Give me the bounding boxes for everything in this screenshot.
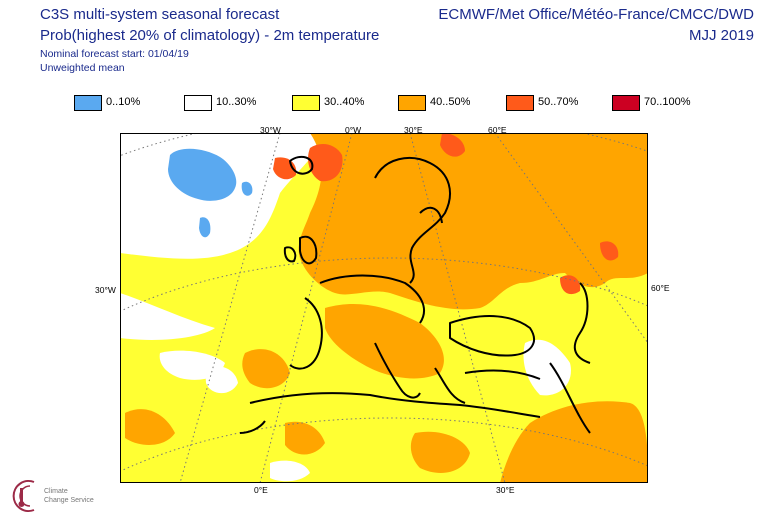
logo-name-line-2: Change Service [44, 497, 94, 504]
graticule [120, 133, 648, 483]
region-dark-orange [600, 241, 619, 261]
region-white [270, 460, 310, 482]
axis-label-bottom-0e: 0°E [254, 485, 268, 495]
region-dark-orange [308, 143, 343, 182]
subtitle-line-2: Unweighted mean [40, 62, 125, 74]
axis-label-top-30e: 30°E [404, 125, 423, 135]
region-orange [500, 401, 648, 483]
legend-label: 50..70% [538, 96, 579, 108]
period-label: MJJ 2019 [688, 27, 754, 44]
region-white [523, 339, 571, 396]
c3s-logo-icon [12, 480, 35, 512]
coastline-levant [549, 362, 591, 434]
graticule-line [120, 133, 648, 157]
coastline-iceland [289, 155, 314, 175]
region-blue [241, 181, 253, 196]
coastline-europe [319, 274, 425, 324]
axis-label-top-0w: 0°W [345, 125, 362, 135]
legend-label: 10..30% [216, 96, 257, 108]
coastline-ireland [283, 246, 297, 263]
coastline-scandinavia [374, 157, 451, 284]
axis-label-top-60e: 60°E [488, 125, 507, 135]
c3s-logo: Climate Change Service [4, 476, 94, 521]
region-blue [168, 148, 237, 201]
legend-swatch [74, 95, 102, 111]
coastline-morocco [239, 420, 266, 434]
forecast-map [120, 133, 648, 483]
graticule-line [494, 133, 648, 344]
legend-label: 0..10% [106, 96, 141, 108]
coastline-baltic [419, 206, 443, 224]
subtitle-line-1: Nominal forecast start: 01/04/19 [40, 48, 189, 60]
coastline-italy [374, 342, 421, 399]
region-orange [298, 133, 648, 310]
graticule-line [409, 133, 506, 483]
map-frame [120, 133, 648, 483]
coastline-greece [434, 367, 466, 404]
region-dark-orange [560, 275, 581, 295]
coastlines [239, 155, 591, 434]
coastline-uk [299, 235, 318, 265]
centres-label: ECMWF/Met Office/Météo-France/CMCC/DWD [438, 6, 754, 23]
axis-label-bottom-30e: 30°E [496, 485, 515, 495]
region-orange [325, 303, 444, 379]
coastline-caspian [573, 282, 591, 364]
legend-swatch [292, 95, 320, 111]
coastline-iberia [289, 297, 323, 370]
region-white [205, 365, 238, 394]
region-orange [242, 349, 290, 389]
legend-swatch [612, 95, 640, 111]
legend-label: 70..100% [644, 96, 691, 108]
legend-label: 40..50% [430, 96, 471, 108]
region-blue [199, 217, 211, 238]
logo-name-line-1: Climate [44, 488, 68, 495]
region-orange [410, 431, 470, 473]
graticule-line [259, 133, 353, 483]
coastline-black-sea [449, 315, 535, 357]
title-line-2: Prob(highest 20% of climatology) - 2m te… [40, 27, 380, 44]
region-orange [285, 421, 325, 455]
legend-swatch [184, 95, 212, 111]
legend-swatch [398, 95, 426, 111]
region-white [120, 293, 215, 340]
region-dark-orange [440, 133, 465, 157]
axis-label-top-30w: 30°W [260, 125, 281, 135]
title-line-1: C3S multi-system seasonal forecast [40, 6, 280, 23]
coastline-turkey [464, 369, 541, 380]
legend-swatch [506, 95, 534, 111]
coastline-north-africa [249, 392, 541, 418]
region-orange [125, 409, 175, 445]
axis-label-left-30w: 30°W [95, 285, 116, 295]
axis-label-right-60e: 60°E [651, 283, 670, 293]
legend-label: 30..40% [324, 96, 365, 108]
